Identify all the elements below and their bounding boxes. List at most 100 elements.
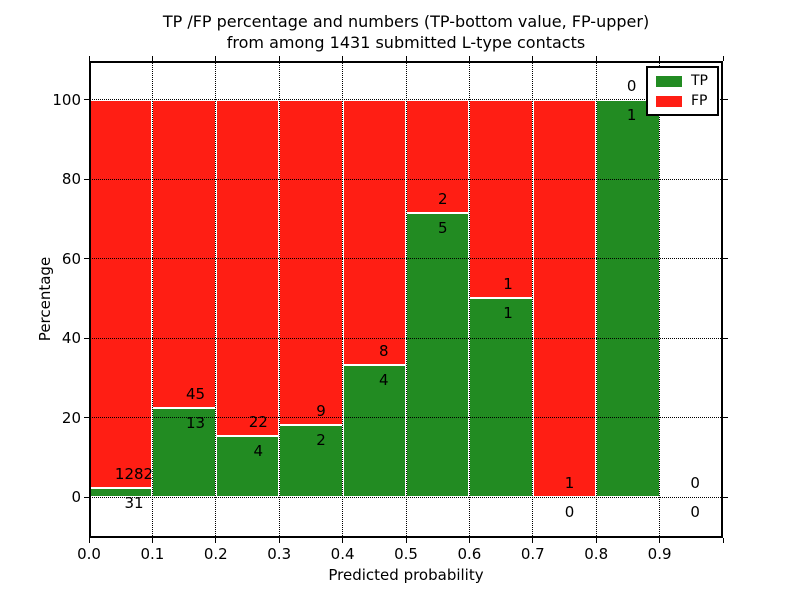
bar-segment-tp [152,407,216,498]
bar-segment-fp [406,99,470,214]
x-tick-top [722,56,724,61]
bar-segment-fp [152,99,216,408]
tp-count-label: 1 [626,105,637,124]
fp-count-label: 22 [248,412,268,431]
y-tick-left [84,337,89,339]
y-tick-label: 20 [61,408,81,427]
x-tick-bottom [595,538,597,543]
bar-segment-fp [279,99,343,425]
y-tick-left [84,99,89,101]
y-tick-right [723,417,728,419]
tp-count-label: 4 [253,441,264,460]
y-tick-right [723,258,728,260]
y-tick-right [723,337,728,339]
bar-segment-fp [342,99,406,365]
bar-segment-tp [469,298,533,498]
x-tick-top [595,56,597,61]
y-tick-left [84,417,89,419]
y-tick-right [723,178,728,180]
y-tick-left [84,178,89,180]
x-tick-label: 0.4 [330,545,355,563]
x-tick-label: 0.0 [77,545,101,563]
x-axis-label: Predicted probability [328,566,484,584]
x-tick-top [88,56,90,61]
fp-count-label: 0 [626,76,637,95]
legend-item-fp: FP [656,94,708,108]
x-tick-bottom [342,538,344,543]
bar-segment-tp [279,424,343,498]
legend-label: FP [691,93,708,109]
legend-swatch-fp [656,95,682,107]
x-tick-top [405,56,407,61]
x-tick-label: 0.6 [457,545,482,563]
fp-count-label: 1282 [114,464,154,483]
x-tick-label: 0.7 [520,545,545,563]
bar-segment-fp [469,99,533,299]
x-tick-bottom [405,538,407,543]
x-tick-bottom [659,538,661,543]
chart-title-line2: from among 1431 submitted L-type contact… [226,33,586,52]
x-tick-top [532,56,534,61]
x-tick-bottom [278,538,280,543]
y-tick-label: 60 [61,249,81,268]
y-tick-right [723,496,728,498]
bar-segment-fp [215,99,280,436]
y-tick-label: 40 [61,329,81,348]
legend-swatch-tp [656,75,682,87]
fp-count-label: 2 [437,190,448,209]
y-tick-left [84,496,89,498]
fp-count-label: 9 [316,401,326,420]
plot-area: 1282 31 45 13 22 4 9 2 8 4 2 5 1 1 1 0 0 1 0 0 [84,56,728,543]
v-gridline [659,61,661,538]
chart-title: TP /FP percentage and numbers (TP-bottom… [89,11,723,53]
x-tick-top [342,56,344,61]
bar-segment-tp [596,99,660,498]
bar-segment-tp [406,213,470,498]
fp-count-label: 8 [379,341,389,360]
x-tick-label: 0.2 [203,545,228,563]
x-tick-label: 0.5 [394,545,418,563]
bar-segment-tp [215,435,280,498]
x-tick-bottom [722,538,724,543]
v-gridline [468,61,470,538]
v-gridline [215,61,217,538]
x-tick-top [659,56,661,61]
y-tick-right [723,99,728,101]
x-tick-label: 0.8 [584,545,609,563]
tp-count-label: 2 [316,430,326,449]
y-tick-label: 0 [71,488,81,507]
x-tick-label: 0.9 [647,545,672,563]
legend: TP FP [646,66,719,116]
tp-count-label: 1 [503,304,513,323]
fp-count-label: 0 [690,474,700,493]
bar-segment-tp [342,364,406,498]
v-gridline [278,61,280,538]
x-tick-bottom [532,538,534,543]
y-tick-label: 100 [52,90,81,109]
v-gridline [342,61,344,538]
v-gridline [595,61,597,538]
x-tick-top [468,56,470,61]
legend-item-tp: TP [656,74,708,88]
fp-count-label: 45 [185,384,206,403]
x-tick-bottom [215,538,217,543]
tp-count-label: 0 [690,503,700,522]
x-tick-label: 0.3 [267,545,292,563]
y-tick-label: 80 [61,170,81,189]
chart-title-line1: TP /FP percentage and numbers (TP-bottom… [162,12,650,31]
y-tick-left [84,258,89,260]
v-gridline [151,61,153,538]
fp-count-label: 1 [503,275,513,294]
legend-label: TP [691,73,708,89]
v-gridline [405,61,407,538]
x-tick-top [215,56,217,61]
x-tick-bottom [88,538,90,543]
x-tick-label: 0.1 [140,545,165,563]
tp-count-label: 5 [437,219,448,238]
fp-count-label: 1 [564,474,575,493]
x-tick-bottom [468,538,470,543]
x-tick-bottom [151,538,153,543]
bar-segment-fp [89,99,153,488]
tp-count-label: 13 [185,413,206,432]
